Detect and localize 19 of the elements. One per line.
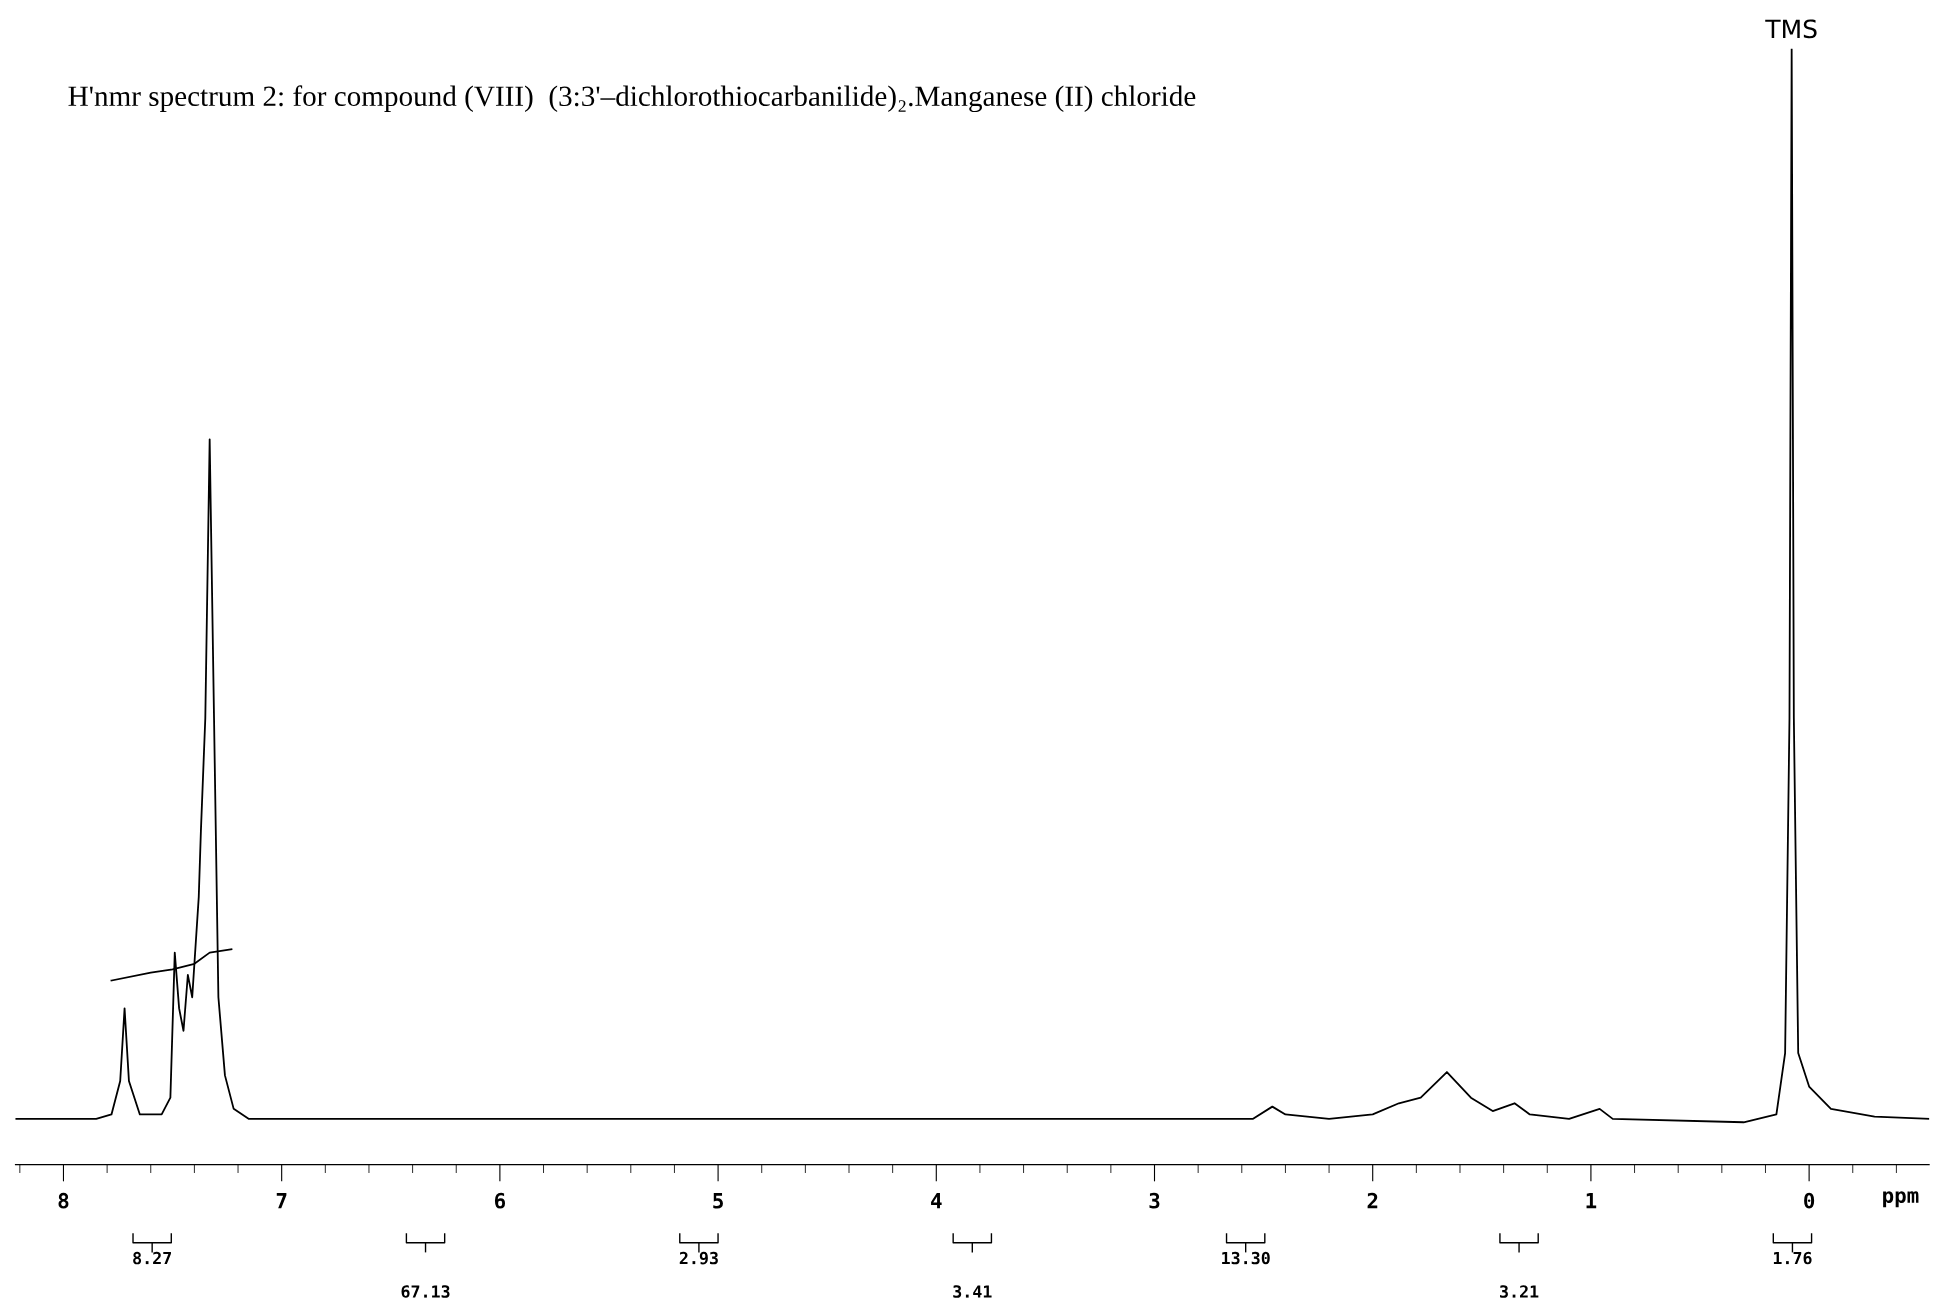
x-tick-label: 1 [1586, 1193, 1597, 1209]
text: 8.27 [133, 1251, 171, 1265]
x-tick-label: 6 [494, 1192, 506, 1209]
x-axis-title: ppm [1883, 1191, 1919, 1208]
text: H'nmr spectrum 2: for compound (VIII) (3:3'–dichlorothiocarbanilide)₂.Manganese (II) chloride [68, 85, 1196, 113]
x-tick-label: 3 [1149, 1192, 1160, 1209]
annotation: TMS [1765, 19, 1817, 39]
text: 2.93 [679, 1251, 718, 1265]
text: 3.21 [1500, 1285, 1539, 1298]
text: 13.30 [1222, 1251, 1270, 1265]
x-tick-label: 8 [58, 1192, 69, 1209]
text: 67.13 [401, 1285, 450, 1298]
x-tick-label: 7 [276, 1193, 287, 1209]
x-tick-label: 4 [931, 1193, 942, 1209]
text: 3.41 [953, 1285, 992, 1298]
text: 1.76 [1773, 1251, 1812, 1265]
x-tick-label: 2 [1367, 1192, 1378, 1209]
x-tick-label: 5 [713, 1193, 723, 1209]
x-tick-label: 0 [1804, 1192, 1815, 1209]
